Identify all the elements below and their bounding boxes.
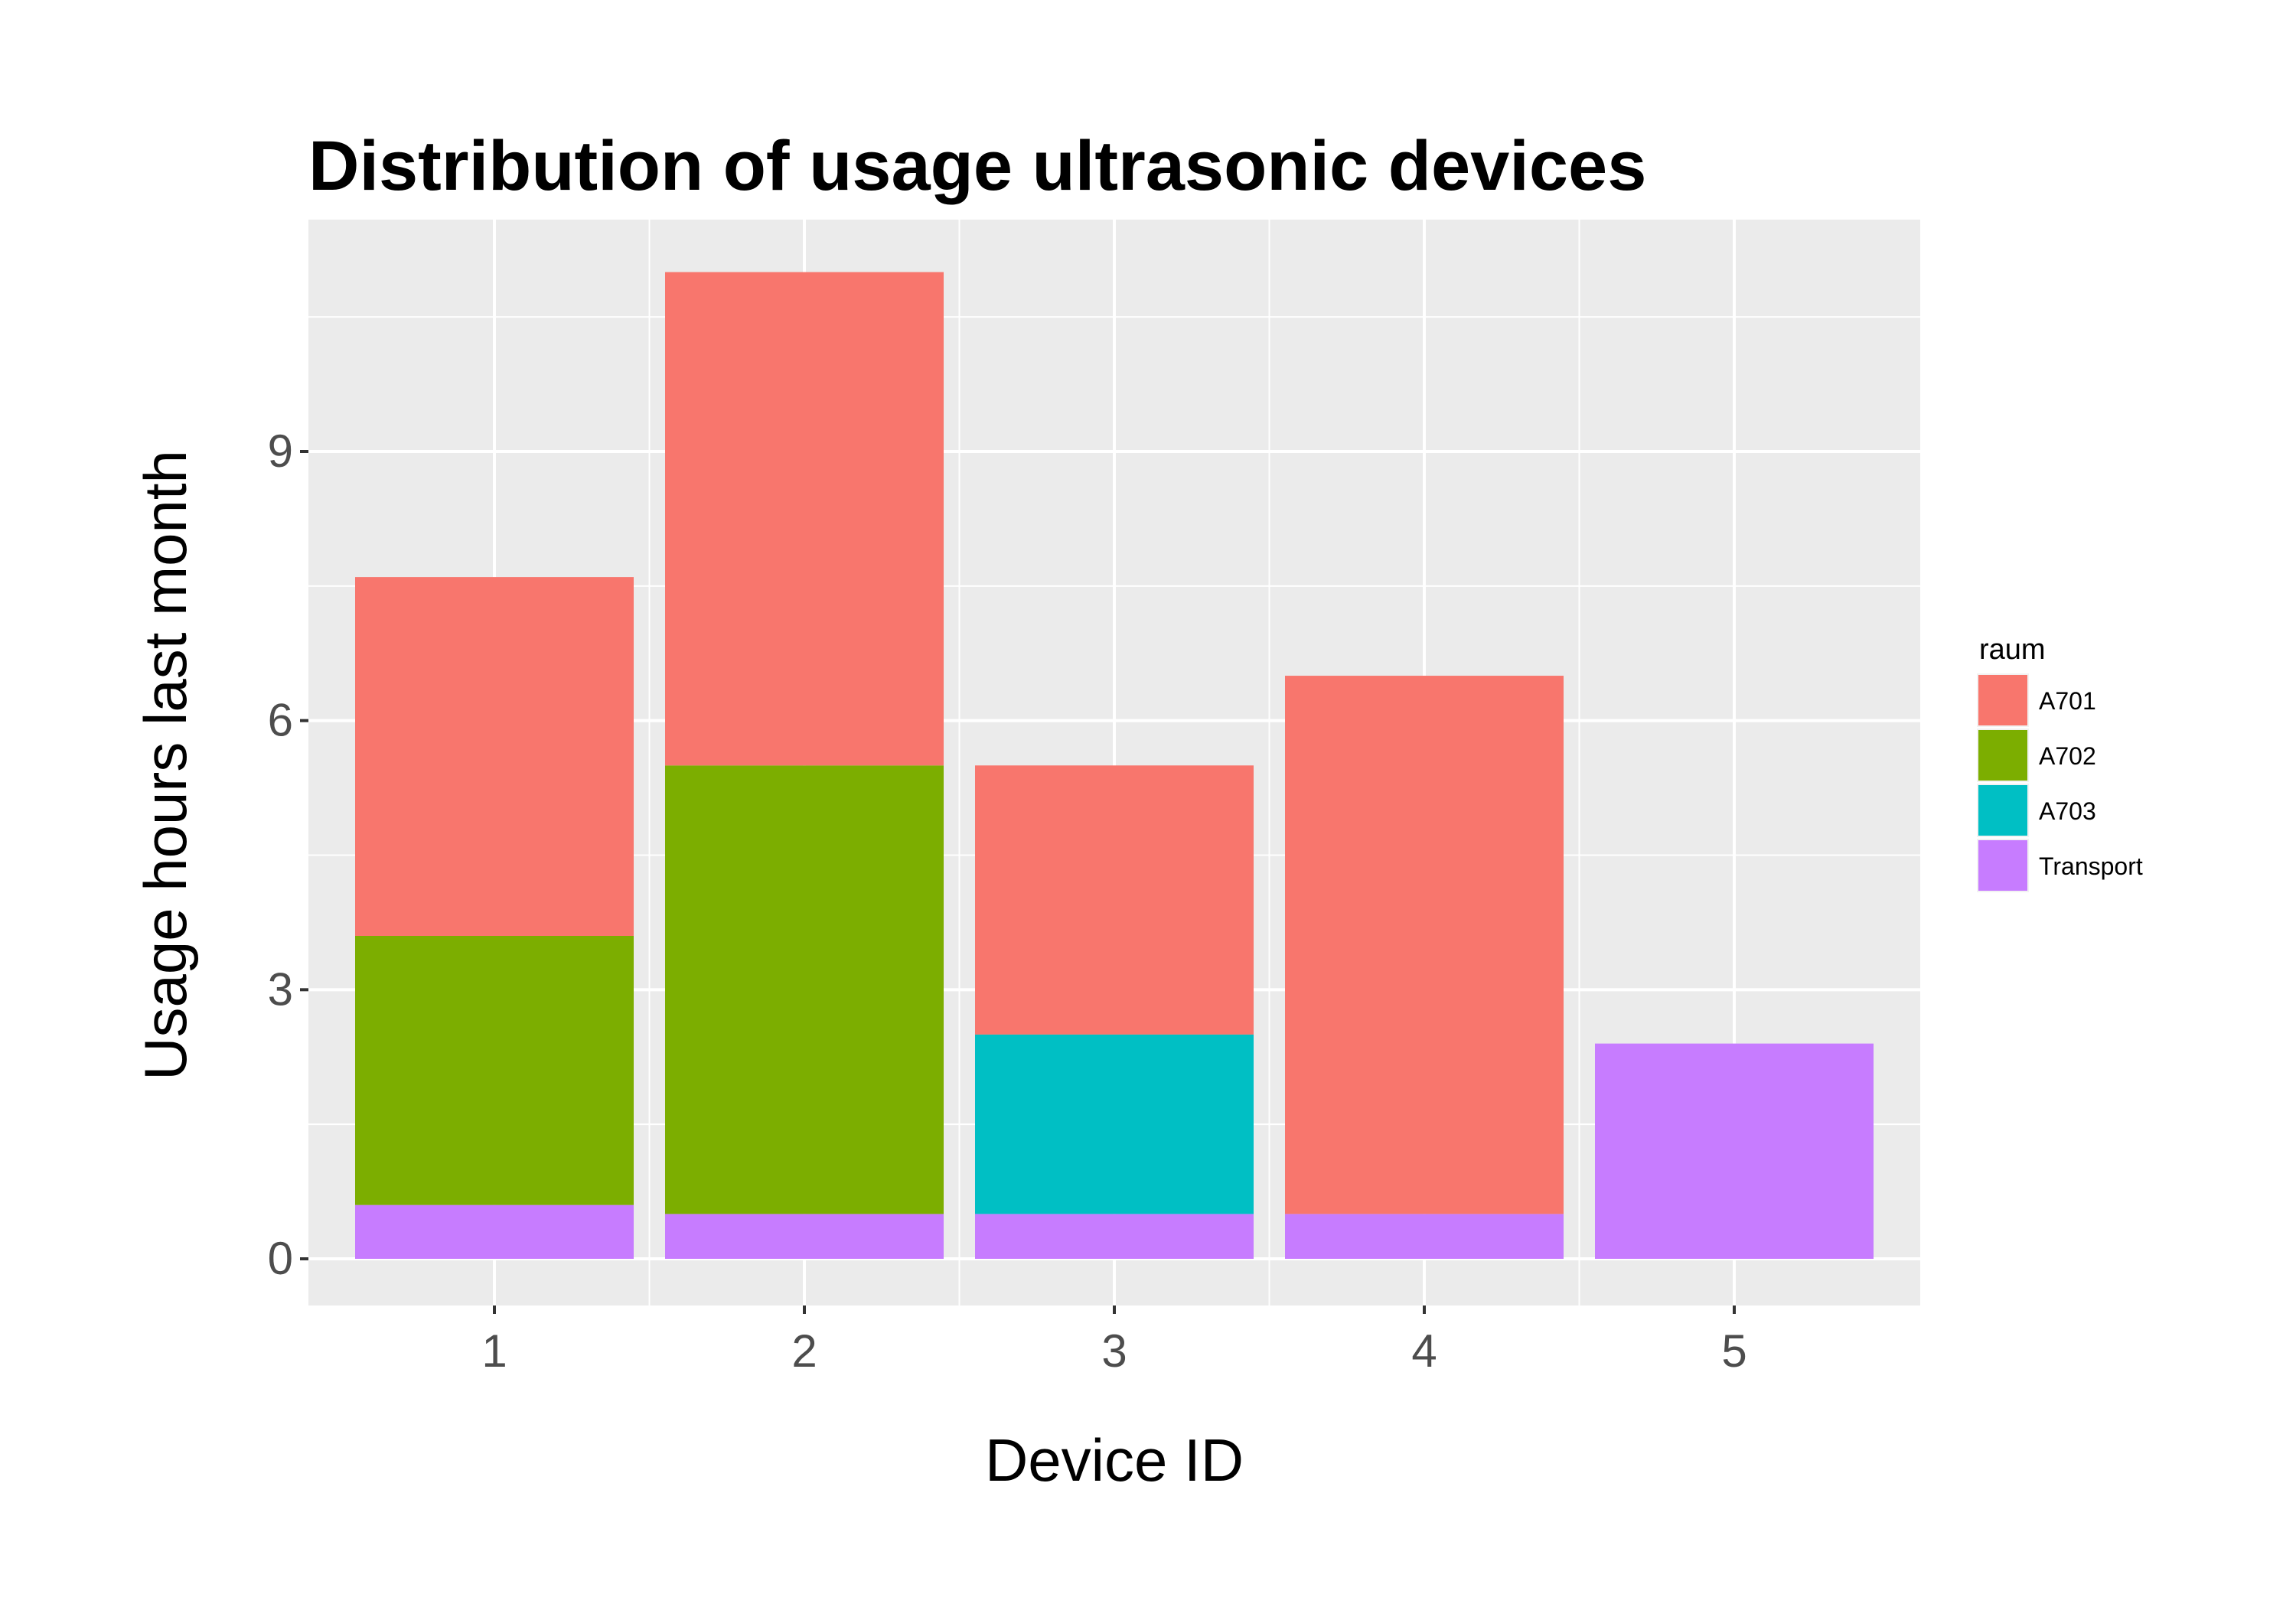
bar-segment-a702-device-1 — [355, 936, 634, 1205]
y-tick-label: 0 — [268, 1233, 293, 1284]
x-axis: 1 2 3 4 5 — [481, 1305, 1747, 1377]
y-tick-label: 9 — [268, 425, 293, 477]
x-tick-label: 2 — [791, 1325, 817, 1377]
bar-segment-transport-device-3 — [975, 1214, 1254, 1259]
legend-label-a703: A703 — [2039, 797, 2096, 825]
chart-title: Distribution of usage ultrasonic devices — [308, 127, 1646, 205]
x-tick-label: 3 — [1101, 1325, 1127, 1377]
legend-label-a702: A702 — [2039, 742, 2096, 770]
x-tick-label: 1 — [481, 1325, 507, 1377]
bar-segment-a701-device-4 — [1285, 676, 1564, 1214]
y-axis-title: Usage hours last month — [132, 450, 199, 1081]
legend-swatch-a701 — [1978, 675, 2027, 725]
legend-swatch-transport — [1978, 840, 2027, 891]
bars — [355, 272, 1874, 1259]
y-tick-label: 6 — [268, 695, 293, 746]
bar-segment-a701-device-3 — [975, 765, 1254, 1035]
legend-swatch-a702 — [1978, 730, 2027, 781]
bar-segment-transport-device-4 — [1285, 1214, 1564, 1259]
bar-segment-transport-device-1 — [355, 1204, 634, 1259]
legend-label-transport: Transport — [2039, 852, 2143, 880]
x-tick-label: 4 — [1411, 1325, 1437, 1377]
bar-segment-transport-device-5 — [1595, 1043, 1874, 1259]
y-tick-label: 3 — [268, 963, 293, 1015]
y-axis: 0 3 6 9 — [268, 425, 308, 1284]
bar-segment-transport-device-2 — [665, 1214, 944, 1259]
legend-title: raum — [1979, 634, 2046, 666]
bar-segment-a702-device-2 — [665, 765, 944, 1214]
bar-segment-a703-device-3 — [975, 1034, 1254, 1214]
legend-swatch-a703 — [1978, 785, 2027, 836]
bar-segment-a701-device-1 — [355, 577, 634, 936]
x-axis-title: Device ID — [985, 1426, 1244, 1494]
legend: raum A701 A702 A703 Transport — [1977, 634, 2143, 892]
legend-label-a701: A701 — [2039, 687, 2096, 715]
bar-segment-a701-device-2 — [665, 272, 944, 766]
x-tick-label: 5 — [1721, 1325, 1746, 1377]
